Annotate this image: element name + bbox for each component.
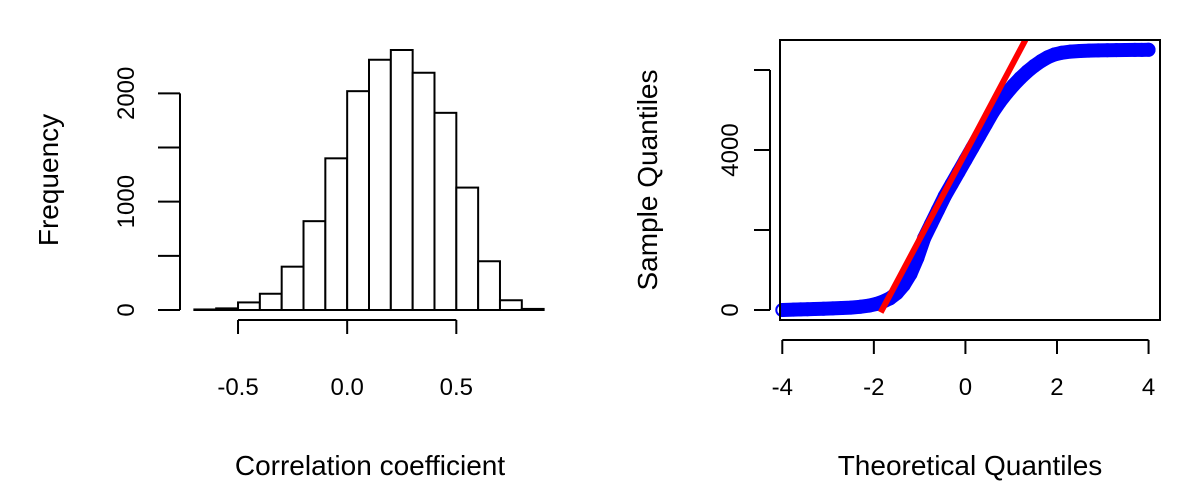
- x-tick-label: 0.5: [440, 374, 473, 401]
- histogram-bar: [411, 71, 436, 311]
- qq-point: [1082, 43, 1097, 58]
- qq-x-axis-title: Theoretical Quantiles: [838, 450, 1103, 481]
- histogram-bar: [368, 58, 392, 311]
- qq-y-tick-label: 4000: [717, 123, 744, 176]
- histogram-bar: [455, 186, 480, 311]
- qq-point: [1100, 43, 1115, 58]
- qq-y-axis-title: Sample Quantiles: [632, 69, 663, 290]
- qq-point: [1127, 42, 1142, 57]
- qq-point: [1033, 54, 1048, 69]
- qq-point: [1109, 43, 1124, 58]
- qq-point: [1040, 50, 1055, 65]
- qq-point: [1054, 45, 1069, 60]
- y-tick-label: 1000: [113, 175, 140, 228]
- qq-point: [834, 301, 849, 315]
- x-axis-title: Correlation coefficient: [235, 450, 506, 481]
- histogram-bar: [237, 301, 261, 311]
- qq-plot-frame: [779, 39, 1161, 321]
- histogram-bar: [193, 308, 218, 312]
- qq-point: [1141, 42, 1156, 57]
- histogram-panel: -0.5 0.0 0.5 0 1000 2000 Correlation coefficie…: [33, 49, 545, 481]
- histogram-bar: [389, 49, 414, 311]
- qq-x-tick-label: -4: [772, 374, 793, 401]
- qq-point: [1047, 47, 1062, 62]
- histogram-bar: [477, 260, 501, 311]
- qq-point-band: [780, 42, 1156, 317]
- y-tick-label: 0: [113, 303, 140, 316]
- x-tick-label: 0.0: [330, 374, 363, 401]
- qq-x-tick-label: 0: [959, 374, 972, 401]
- qq-x-tick-label: 2: [1050, 374, 1063, 401]
- qq-point: [807, 302, 822, 316]
- qq-y-tick-label: 0: [717, 303, 744, 316]
- qq-point: [862, 298, 877, 313]
- histogram-bar: [433, 111, 458, 312]
- histogram-bar: [302, 220, 327, 312]
- qq-point: [843, 300, 858, 315]
- qq-point: [786, 302, 801, 317]
- qq-point: [1134, 42, 1149, 57]
- qq-point: [793, 302, 808, 317]
- qq-x-tick-label: -2: [863, 374, 884, 401]
- histogram-bar: [324, 157, 349, 311]
- histogram-bar: [520, 307, 545, 311]
- qq-point: [853, 299, 868, 314]
- qq-point: [800, 302, 815, 317]
- qq-point: [1063, 44, 1078, 59]
- histogram-bar: [258, 292, 283, 311]
- histogram-bar: [280, 265, 305, 311]
- histogram-bar: [498, 299, 523, 311]
- y-tick-label: 2000: [113, 67, 140, 120]
- qq-point: [1091, 43, 1106, 58]
- qq-plot-panel: -4 -2 0 2 4 0 4000 Theoretical Quantiles Sample …: [632, 39, 1161, 481]
- qq-x-tick-label: 4: [1142, 374, 1155, 401]
- y-axis-title: Frequency: [33, 114, 64, 246]
- histogram-bar: [346, 90, 371, 311]
- qq-reference-line: [878, 40, 1029, 314]
- qq-point: [1118, 43, 1133, 57]
- qq-point: [1072, 44, 1087, 58]
- qq-point: [816, 301, 831, 316]
- qq-point: [999, 86, 1014, 101]
- x-tick-label: -0.5: [217, 374, 258, 401]
- histogram-bar: [215, 307, 240, 311]
- qq-point: [825, 301, 840, 316]
